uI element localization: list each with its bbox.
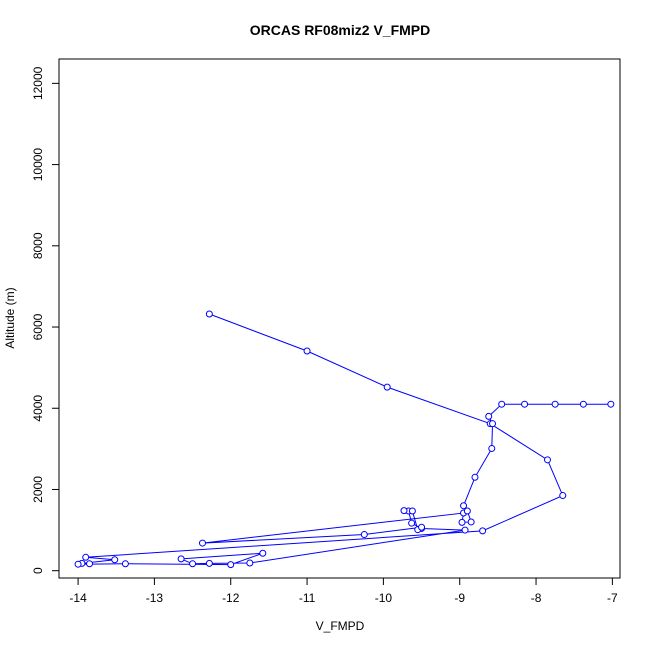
data-point	[408, 519, 416, 527]
x-tick-label: -11	[299, 591, 316, 605]
data-point	[111, 556, 119, 564]
data-point	[543, 456, 551, 464]
y-tick-label: 6000	[31, 313, 45, 340]
data-point	[551, 400, 559, 408]
data-point	[559, 492, 567, 500]
data-point	[607, 400, 615, 408]
y-axis-label: Altitude (m)	[3, 287, 17, 348]
x-axis-label: V_FMPD	[316, 619, 365, 633]
data-point	[177, 555, 185, 563]
data-point	[460, 502, 468, 510]
plot-frame	[58, 58, 621, 579]
data-point	[86, 560, 94, 568]
data-point	[246, 559, 254, 567]
x-tick-label: -14	[69, 591, 87, 605]
data-point	[74, 560, 82, 568]
data-point	[360, 531, 368, 539]
data-point	[227, 561, 235, 569]
data-point	[485, 412, 493, 420]
data-point	[418, 523, 426, 531]
data-point	[121, 560, 129, 568]
data-point	[408, 507, 416, 515]
x-axis: -14 -13 -12 -11 -10 -9 -8 -7	[69, 578, 618, 605]
data-point	[461, 526, 469, 534]
data-point	[463, 507, 471, 515]
data-point	[488, 444, 496, 452]
data-point	[498, 400, 506, 408]
data-point	[198, 539, 206, 547]
data-point	[467, 518, 475, 526]
y-tick-label: 0	[31, 567, 45, 574]
y-tick-label: 4000	[31, 395, 45, 422]
data-point	[489, 420, 497, 428]
x-tick-label: -13	[146, 591, 164, 605]
data-point	[303, 347, 311, 355]
data-points	[74, 310, 615, 569]
data-point	[400, 507, 408, 515]
x-tick-label: -10	[375, 591, 393, 605]
data-point	[458, 518, 466, 526]
y-tick-label: 10000	[31, 148, 45, 182]
x-tick-label: -12	[222, 591, 240, 605]
data-point	[82, 553, 90, 561]
y-tick-label: 8000	[31, 232, 45, 259]
x-tick-label: -8	[531, 591, 542, 605]
data-point	[205, 559, 213, 567]
x-tick-label: -7	[607, 591, 618, 605]
data-point	[521, 400, 529, 408]
data-point	[479, 527, 487, 535]
data-point	[205, 310, 213, 318]
chart-title: ORCAS RF08miz2 V_FMPD	[250, 22, 430, 38]
y-tick-label: 2000	[31, 476, 45, 503]
data-point	[579, 400, 587, 408]
y-tick-label: 12000	[31, 66, 45, 100]
x-tick-label: -9	[454, 591, 465, 605]
series-line	[78, 313, 611, 566]
data-point	[383, 383, 391, 391]
data-point	[189, 560, 197, 568]
data-point	[259, 549, 267, 557]
y-axis: 0 2000 4000 6000 8000 10000 12000	[31, 66, 59, 574]
data-point	[471, 473, 479, 481]
